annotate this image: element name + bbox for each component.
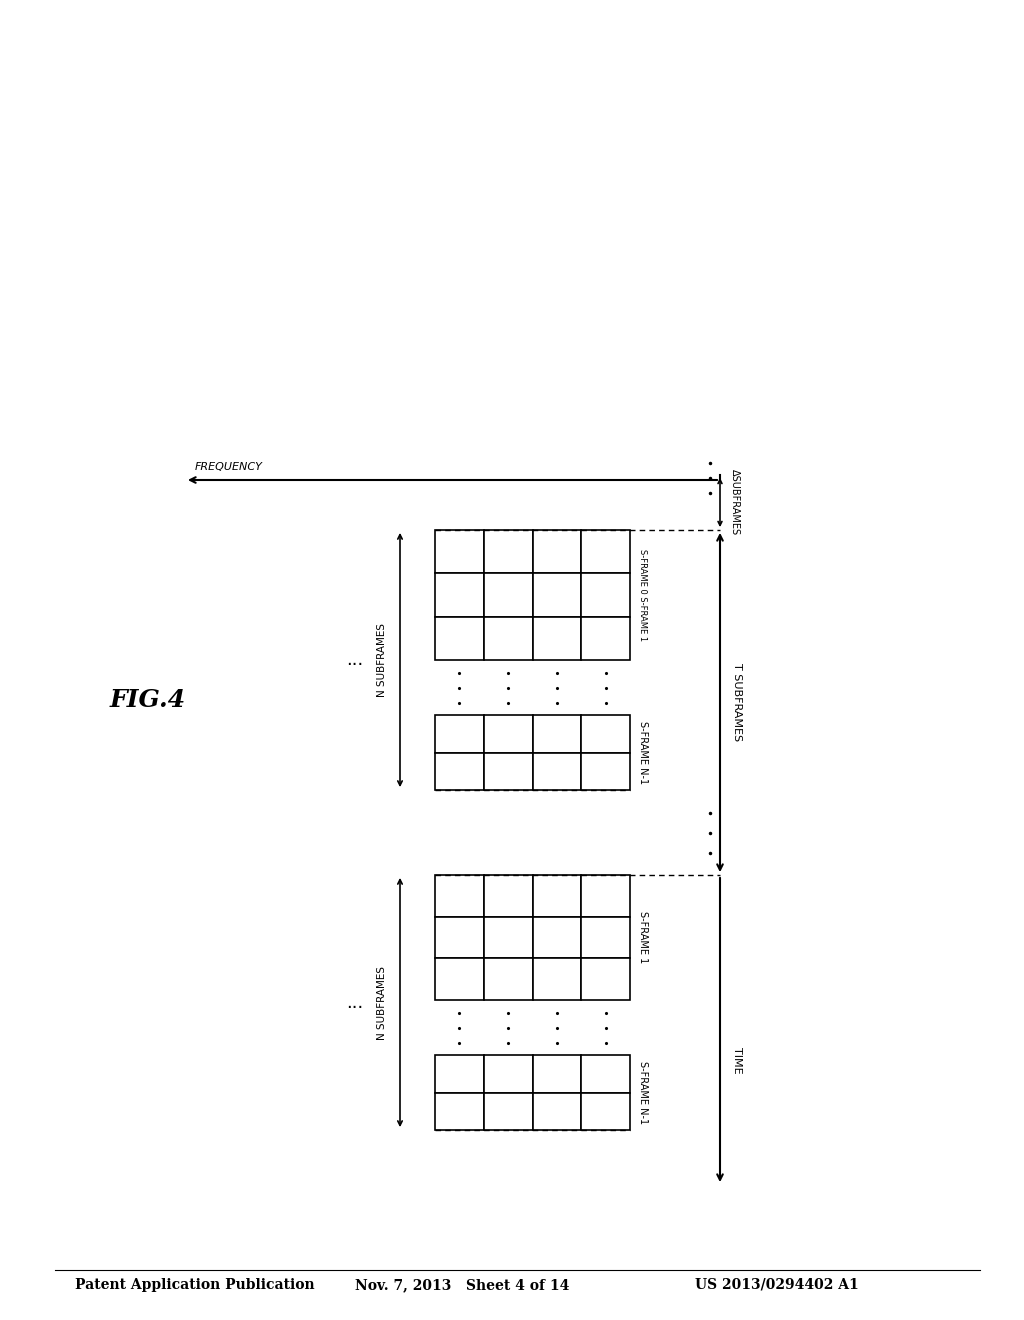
Bar xyxy=(435,573,483,616)
Text: S-FRAME N-1: S-FRAME N-1 xyxy=(638,721,648,784)
Bar xyxy=(582,531,630,573)
Bar xyxy=(435,1093,483,1130)
Bar xyxy=(435,958,483,1001)
Bar xyxy=(483,715,532,752)
Bar xyxy=(532,1093,582,1130)
Bar xyxy=(532,1055,582,1093)
Bar xyxy=(483,1055,532,1093)
Text: ...: ... xyxy=(346,994,364,1011)
Bar xyxy=(435,752,483,789)
Bar xyxy=(582,875,630,916)
Text: FIG.4: FIG.4 xyxy=(110,688,186,711)
Text: ...: ... xyxy=(346,651,364,669)
Text: S-FRAME N-1: S-FRAME N-1 xyxy=(638,1061,648,1125)
Bar xyxy=(532,958,582,1001)
Bar xyxy=(483,531,532,573)
Bar xyxy=(532,752,582,789)
Bar xyxy=(582,752,630,789)
Text: ΔSUBFRAMES: ΔSUBFRAMES xyxy=(730,470,740,536)
Bar xyxy=(582,573,630,616)
Bar xyxy=(532,715,582,752)
Bar xyxy=(582,916,630,958)
Bar xyxy=(532,916,582,958)
Text: S-FRAME 0 S-FRAME 1: S-FRAME 0 S-FRAME 1 xyxy=(638,549,647,642)
Text: TIME: TIME xyxy=(732,1047,742,1073)
Bar xyxy=(435,715,483,752)
Text: FREQUENCY: FREQUENCY xyxy=(195,462,263,473)
Bar xyxy=(483,1093,532,1130)
Text: N SUBFRAMES: N SUBFRAMES xyxy=(377,623,387,697)
Text: S-FRAME 1: S-FRAME 1 xyxy=(638,911,648,964)
Bar xyxy=(435,616,483,660)
Text: US 2013/0294402 A1: US 2013/0294402 A1 xyxy=(695,1278,859,1292)
Bar xyxy=(582,715,630,752)
Text: T SUBFRAMES: T SUBFRAMES xyxy=(732,664,742,742)
Bar xyxy=(532,616,582,660)
Text: Patent Application Publication: Patent Application Publication xyxy=(75,1278,314,1292)
Bar xyxy=(582,1093,630,1130)
Bar xyxy=(532,531,582,573)
Bar xyxy=(435,1055,483,1093)
Bar xyxy=(483,752,532,789)
Bar xyxy=(435,531,483,573)
Bar xyxy=(532,573,582,616)
Bar xyxy=(582,958,630,1001)
Bar xyxy=(582,1055,630,1093)
Bar xyxy=(435,916,483,958)
Bar xyxy=(483,573,532,616)
Text: N SUBFRAMES: N SUBFRAMES xyxy=(377,965,387,1040)
Text: Nov. 7, 2013   Sheet 4 of 14: Nov. 7, 2013 Sheet 4 of 14 xyxy=(355,1278,569,1292)
Bar xyxy=(532,875,582,916)
Bar xyxy=(483,958,532,1001)
Bar xyxy=(435,875,483,916)
Bar xyxy=(483,875,532,916)
Bar xyxy=(483,616,532,660)
Bar xyxy=(582,616,630,660)
Bar xyxy=(483,916,532,958)
